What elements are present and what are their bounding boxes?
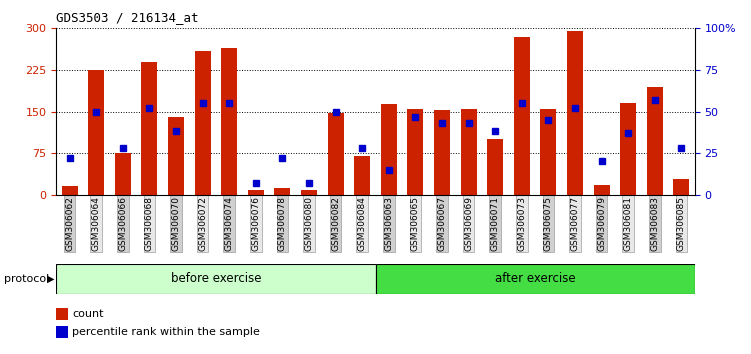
Text: before exercise: before exercise: [170, 272, 261, 285]
Bar: [434, 110, 450, 195]
Bar: [354, 156, 370, 195]
Bar: [460, 109, 477, 195]
Bar: [56, 326, 68, 338]
Bar: [514, 37, 529, 195]
Bar: [168, 117, 184, 195]
Bar: [381, 104, 397, 195]
Bar: [327, 113, 344, 195]
Bar: [541, 109, 556, 195]
Bar: [56, 308, 68, 320]
Bar: [593, 185, 610, 195]
Bar: [56, 264, 376, 294]
Bar: [674, 179, 689, 195]
Bar: [222, 48, 237, 195]
Bar: [567, 31, 583, 195]
Bar: [248, 190, 264, 195]
Text: ▶: ▶: [47, 274, 55, 284]
Bar: [408, 109, 424, 195]
Bar: [141, 62, 158, 195]
Bar: [115, 153, 131, 195]
Bar: [195, 51, 210, 195]
Bar: [487, 139, 503, 195]
Bar: [62, 186, 77, 195]
Bar: [647, 86, 663, 195]
Bar: [274, 188, 291, 195]
Text: after exercise: after exercise: [495, 272, 575, 285]
Bar: [376, 264, 695, 294]
Bar: [89, 70, 104, 195]
Bar: [620, 103, 636, 195]
Bar: [301, 190, 317, 195]
Text: GDS3503 / 216134_at: GDS3503 / 216134_at: [56, 11, 199, 24]
Text: protocol: protocol: [4, 274, 49, 284]
Text: count: count: [72, 309, 104, 319]
Text: percentile rank within the sample: percentile rank within the sample: [72, 327, 260, 337]
